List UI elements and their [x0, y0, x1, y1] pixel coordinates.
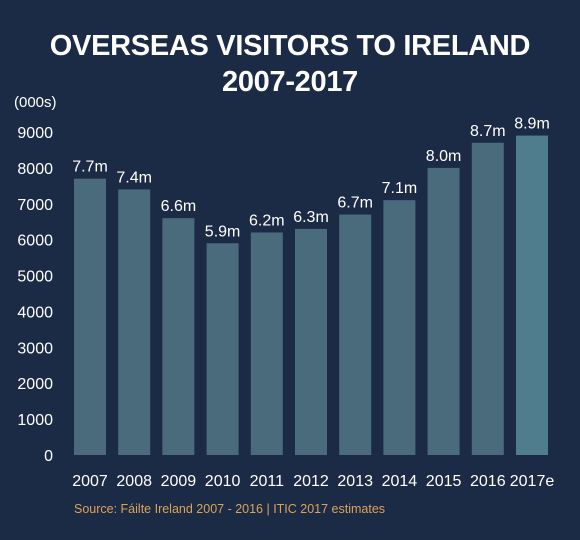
data-label-2009: 6.6m [161, 198, 197, 215]
bar-2017e [516, 135, 548, 456]
x-tick-label-2009: 2009 [161, 473, 197, 490]
data-label-2016: 8.7m [470, 123, 506, 140]
y-tick-label: 7000 [17, 197, 53, 214]
bar-2011 [250, 232, 283, 455]
y-tick-label: 0 [44, 448, 53, 465]
bar-2009 [162, 218, 195, 455]
data-label-2017e: 8.9m [514, 116, 550, 133]
x-tick-label-2007: 2007 [72, 473, 108, 490]
y-tick-label: 3000 [17, 340, 53, 357]
x-tick-label-2012: 2012 [293, 473, 329, 490]
bars [74, 135, 548, 456]
y-tick-label: 2000 [17, 376, 53, 393]
y-tick-label: 1000 [17, 412, 53, 429]
y-axis-unit-label: (000s) [14, 94, 57, 111]
bar-2015 [427, 167, 460, 455]
y-tick-label: 8000 [17, 161, 53, 178]
y-tick-label: 4000 [17, 304, 53, 321]
x-tick-label-2015: 2015 [426, 473, 462, 490]
bar-2014 [383, 200, 416, 455]
data-label-2014: 7.1m [382, 180, 418, 197]
chart-title-line-1: OVERSEAS VISITORS TO IRELAND [49, 30, 531, 62]
bar-2016 [471, 142, 504, 455]
y-tick-label: 6000 [17, 233, 53, 250]
source-note: Source: Fáilte Ireland 2007 - 2016 | ITI… [74, 502, 386, 516]
y-tick-label: 9000 [17, 125, 53, 142]
data-label-2008: 7.4m [116, 169, 152, 186]
data-labels: 7.7m 7.4m 6.6m 5.9m 6.2m 6.3m 6.7m 7.1m 8.0m 8.7m… [72, 116, 550, 241]
x-tick-label-2013: 2013 [337, 473, 373, 490]
bar-2012 [295, 228, 327, 455]
bar-2008 [118, 189, 151, 455]
data-label-2011: 6.2m [249, 212, 285, 229]
data-label-2010: 5.9m [205, 223, 241, 240]
data-label-2012: 6.3m [293, 209, 329, 226]
data-label-2007: 7.7m [72, 159, 108, 176]
data-label-2013: 6.7m [337, 195, 373, 212]
bar-2013 [339, 214, 372, 455]
x-tick-label-2011: 2011 [250, 473, 285, 490]
x-tick-label-2017e: 2017e [510, 473, 555, 490]
x-tick-label-2008: 2008 [116, 473, 152, 490]
x-axis-labels: 2007 2008 2009 2010 2011 2012 2013 2014 2015 2016… [72, 473, 554, 490]
chart-title-line-2: 2007-2017 [222, 66, 358, 98]
data-label-2015: 8.0m [426, 148, 462, 165]
x-tick-label-2010: 2010 [205, 473, 241, 490]
x-tick-label-2016: 2016 [470, 473, 506, 490]
y-tick-label: 5000 [17, 269, 53, 286]
bar-2007 [74, 178, 106, 455]
x-tick-label-2014: 2014 [382, 473, 418, 490]
bar-2010 [206, 243, 239, 455]
y-axis-ticks: 0 1000 2000 3000 4000 5000 6000 7000 8000 9000 [17, 125, 53, 465]
